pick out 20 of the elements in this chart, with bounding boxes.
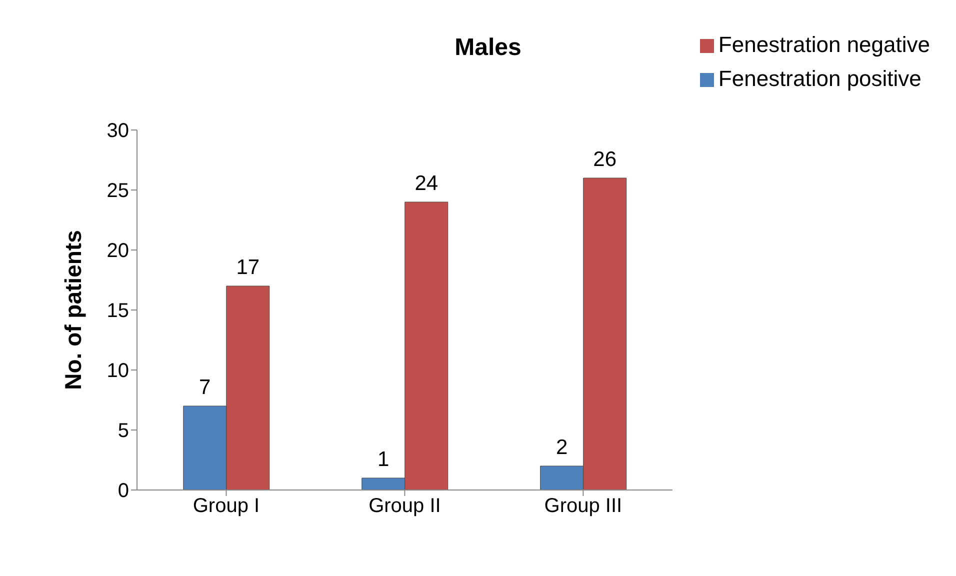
y-tick-label: 30 xyxy=(106,120,129,142)
y-tick-label: 15 xyxy=(106,300,129,322)
y-tick-label: 20 xyxy=(106,240,129,262)
data-label: 2 xyxy=(556,436,568,459)
y-tick-label: 10 xyxy=(106,360,129,382)
x-tick-label: Group II xyxy=(368,495,441,518)
y-axis-title: No. of patients xyxy=(60,230,86,390)
chart-title: Males xyxy=(454,34,522,61)
data-label: 17 xyxy=(236,256,260,279)
x-tick-label: Group I xyxy=(192,495,260,518)
legend-label: Fenestration negative xyxy=(718,32,930,57)
y-tick-label: 5 xyxy=(118,420,129,442)
data-label: 24 xyxy=(414,172,438,195)
x-tick-label: Group III xyxy=(544,495,622,518)
legend-label: Fenestration positive xyxy=(718,66,922,91)
data-label: 1 xyxy=(378,448,390,471)
y-tick-label: 0 xyxy=(118,480,129,502)
y-tick-label: 25 xyxy=(106,180,129,202)
data-label: 7 xyxy=(199,376,211,399)
data-label: 26 xyxy=(593,148,617,171)
